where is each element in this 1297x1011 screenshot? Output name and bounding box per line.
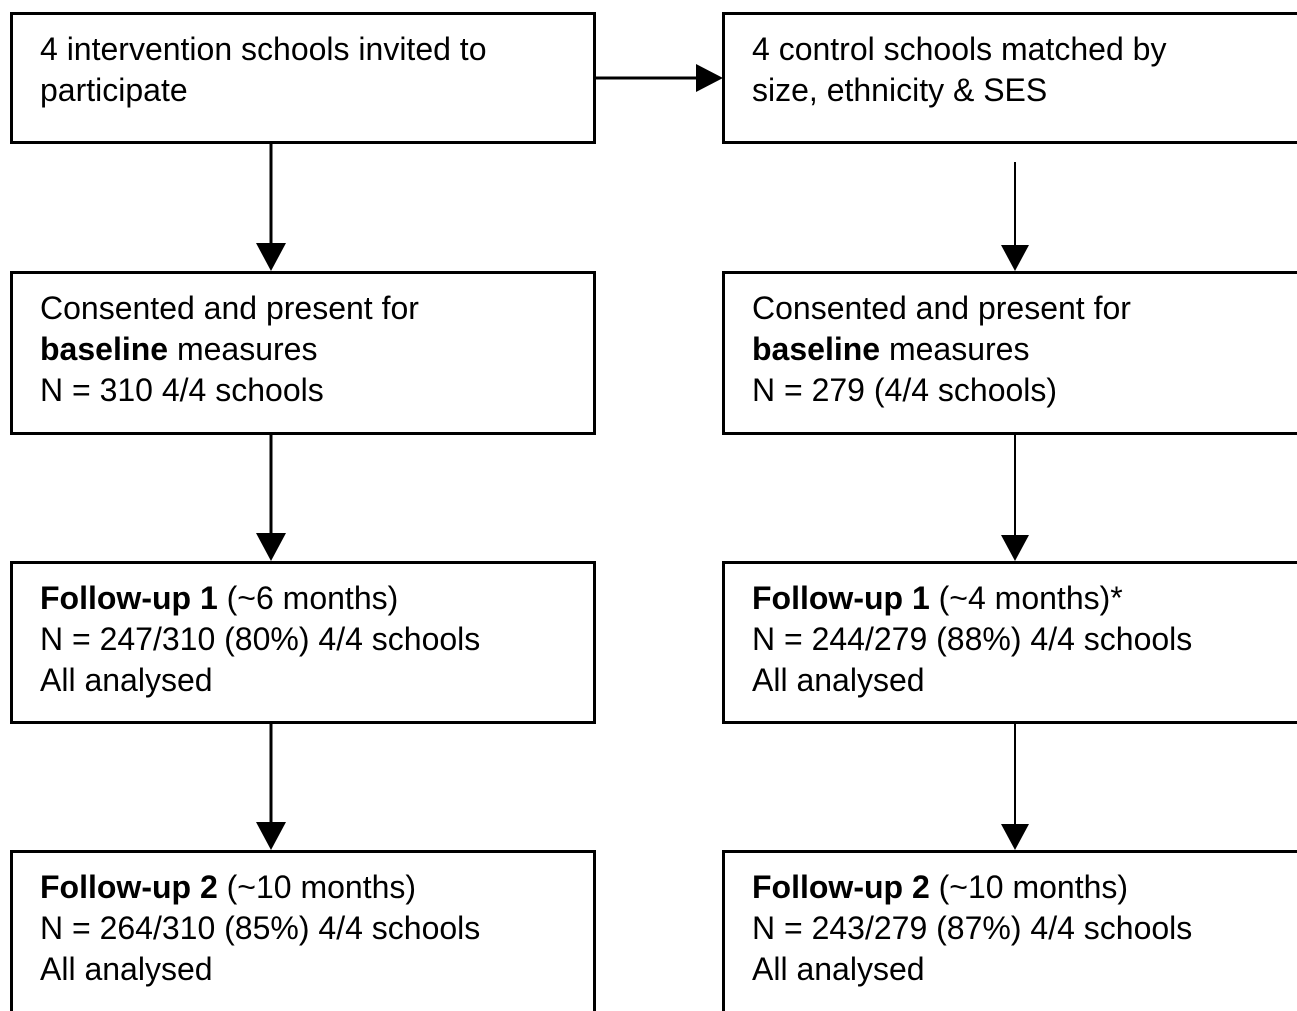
control-followup1-line-3: All analysed [752,662,925,698]
followup2-line-3: All analysed [40,951,213,987]
followup2-line-1: Follow-up 2 (~10 months) [40,867,593,908]
baseline-line-1: Consented and present for [40,290,419,326]
control-baseline-line-3: N = 279 (4/4 schools) [752,372,1058,408]
arrowhead-invited-to-baseline [256,243,286,271]
followup1-line-1-rest: (~6 months) [217,580,399,616]
control-followup2-line-3: All analysed [752,951,925,987]
box-control-followup1: Follow-up 1 (~4 months)* N = 244/279 (88… [722,561,1297,724]
box-intervention-followup2: Follow-up 2 (~10 months) N = 264/310 (85… [10,850,596,1011]
control-followup1-line-1-rest: (~4 months)* [929,580,1123,616]
baseline-line-2: baseline measures [40,329,593,370]
arrowhead-baseline-to-followup1-intervention [256,533,286,561]
followup2-bold-label: Follow-up 2 [40,869,218,905]
followup1-line-1: Follow-up 1 (~6 months) [40,578,593,619]
baseline-line-3: N = 310 4/4 schools [40,372,324,408]
matched-line-1: 4 control schools matched by [752,31,1167,67]
followup1-line-3: All analysed [40,662,213,698]
followup2-line-1-rest: (~10 months) [217,869,417,905]
box-intervention-invited: 4 intervention schools invited to partic… [10,12,596,144]
control-followup2-bold-label: Follow-up 2 [752,869,930,905]
control-baseline-line-1: Consented and present for [752,290,1131,326]
control-followup2-line-2: N = 243/279 (87%) 4/4 schools [752,910,1193,946]
control-baseline-line-2: baseline measures [752,329,1297,370]
baseline-bold-word: baseline [40,331,169,367]
followup1-bold-label: Follow-up 1 [40,580,218,616]
control-followup2-line-1: Follow-up 2 (~10 months) [752,867,1297,908]
control-followup1-bold-label: Follow-up 1 [752,580,930,616]
followup2-line-2: N = 264/310 (85%) 4/4 schools [40,910,481,946]
box-intervention-baseline: Consented and present for baseline measu… [10,271,596,435]
invited-line-1: 4 intervention schools invited to [40,31,487,67]
arrowhead-invited-to-matched [696,64,723,92]
baseline-line-2-rest: measures [168,331,318,367]
followup1-line-2: N = 247/310 (80%) 4/4 schools [40,621,481,657]
arrowhead-followup1-to-followup2-intervention [256,822,286,850]
box-control-baseline: Consented and present for baseline measu… [722,271,1297,435]
control-followup1-line-2: N = 244/279 (88%) 4/4 schools [752,621,1193,657]
control-baseline-line-2-rest: measures [880,331,1030,367]
arrowhead-baseline-to-followup1-control [1001,535,1029,561]
matched-line-2: size, ethnicity & SES [752,72,1048,108]
control-followup2-line-1-rest: (~10 months) [929,869,1129,905]
control-followup1-line-1: Follow-up 1 (~4 months)* [752,578,1297,619]
control-baseline-bold-word: baseline [752,331,881,367]
arrowhead-followup1-to-followup2-control [1001,824,1029,850]
box-control-followup2: Follow-up 2 (~10 months) N = 243/279 (87… [722,850,1297,1011]
invited-line-2: participate [40,72,188,108]
box-control-matched: 4 control schools matched by size, ethni… [722,12,1297,144]
arrowhead-matched-to-baseline [1001,245,1029,271]
box-intervention-followup1: Follow-up 1 (~6 months) N = 247/310 (80%… [10,561,596,724]
